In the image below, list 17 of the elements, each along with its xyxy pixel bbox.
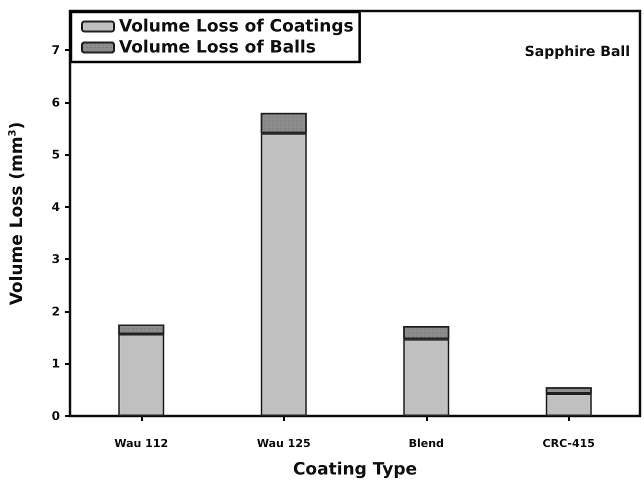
legend-label: Volume Loss of Coatings — [119, 16, 354, 36]
y-tick-label: 5 — [52, 148, 60, 162]
x-axis-title: Coating Type — [292, 460, 418, 480]
y-axis-title: Volume Loss (mm3) — [7, 122, 27, 306]
x-tick-label: CRC-415 — [542, 437, 595, 450]
y-tick-label: 0 — [52, 409, 60, 423]
y-tick-label: 4 — [52, 200, 60, 214]
x-tick-label: Wau 112 — [114, 437, 168, 450]
legend-label: Volume Loss of Balls — [119, 38, 316, 58]
x-tick-label: Wau 125 — [256, 437, 311, 450]
y-tick-label: 1 — [52, 356, 60, 371]
y-tick-label: 6 — [52, 95, 60, 110]
annotation: Sapphire Ball — [524, 44, 630, 60]
y-tick-label: 2 — [52, 304, 60, 318]
y-tick-label: 3 — [52, 252, 60, 266]
x-tick-label: Blend — [408, 437, 444, 450]
y-tick-label: 7 — [52, 43, 60, 58]
